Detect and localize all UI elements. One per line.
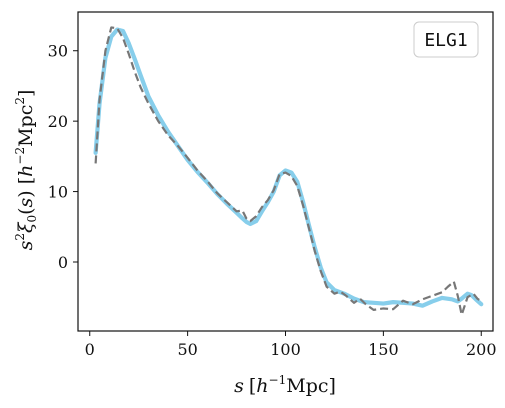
y-tick-label: 0: [58, 253, 68, 272]
x-tick-label: 200: [466, 340, 497, 359]
x-axis-label: s [h−1Mpc]: [234, 373, 336, 397]
y-tick-label: 30: [48, 42, 68, 61]
y-axis-label: s2ξ0(s) [h−2Mpc2]: [13, 90, 39, 251]
y-tick-label: 10: [48, 183, 68, 202]
y-axis: 0 10 20 30: [48, 42, 78, 272]
x-axis: 0 50 100 150 200: [85, 331, 497, 359]
legend: ELG1: [413, 21, 479, 58]
legend-box: [413, 21, 479, 58]
x-tick-label: 50: [177, 340, 197, 359]
series-line-dashed: [94, 26, 482, 316]
x-tick-label: 0: [85, 340, 95, 359]
series-layer: [93, 26, 484, 316]
y-tick-label: 20: [48, 112, 68, 131]
legend-label: ELG1: [424, 30, 467, 51]
x-tick-label: 150: [368, 340, 399, 359]
series-line-elg1: [93, 27, 484, 308]
x-tick-label: 100: [270, 340, 301, 359]
